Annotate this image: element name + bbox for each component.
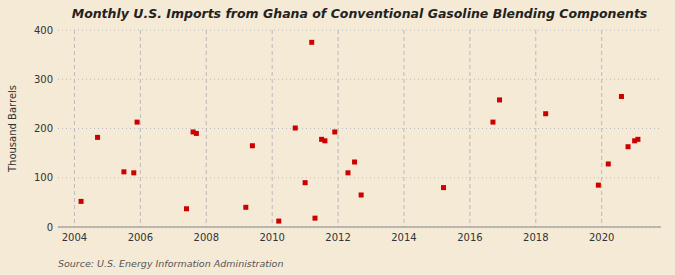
y-tick-label: 400 (34, 25, 53, 36)
data-point (619, 94, 624, 99)
tick-labels: 2004 2006 2008 2010 2012 2014 2016 2018 2020 0 100… (34, 25, 615, 244)
x-grid-line (140, 30, 141, 227)
data-point (497, 97, 502, 102)
y-tick-label: 100 (34, 172, 53, 183)
data-point (184, 206, 189, 211)
y-grid-line (58, 79, 661, 80)
y-tick-label: 0 (47, 222, 53, 233)
points (79, 40, 641, 224)
y-grid-line (58, 128, 661, 129)
data-point (276, 219, 281, 224)
x-tick-label: 2004 (62, 232, 87, 243)
data-point (596, 183, 601, 188)
x-grid-line (338, 30, 339, 227)
x-grid-line (272, 30, 273, 227)
data-point (313, 216, 318, 221)
data-point (293, 126, 298, 131)
chart-title: Monthly U.S. Imports from Ghana of Conve… (72, 6, 648, 21)
data-point (95, 135, 100, 140)
data-point (490, 120, 495, 125)
grid (58, 30, 661, 227)
x-grid-line (535, 30, 536, 227)
data-point (303, 180, 308, 185)
y-grid-line (58, 177, 661, 178)
x-tick-label: 2012 (325, 232, 350, 243)
data-point (359, 192, 364, 197)
data-point (79, 199, 84, 204)
x-grid-line (601, 30, 602, 227)
data-point (543, 111, 548, 116)
chart-container: 2004 2006 2008 2010 2012 2014 2016 2018 2020 0 100… (0, 0, 675, 275)
data-point (131, 170, 136, 175)
data-point (135, 120, 140, 125)
x-axis-line (58, 227, 661, 228)
y-axis-label: Thousand Barrels (7, 85, 18, 173)
data-point (345, 170, 350, 175)
x-grid-line (469, 30, 470, 227)
data-point (322, 138, 327, 143)
data-point (243, 205, 248, 210)
x-grid-line (74, 30, 75, 227)
data-point (121, 169, 126, 174)
data-point (352, 159, 357, 164)
data-point (606, 161, 611, 166)
source-note: Source: U.S. Energy Information Administ… (58, 258, 283, 269)
x-tick-label: 2016 (457, 232, 482, 243)
y-grid-line (58, 30, 661, 31)
x-tick-label: 2020 (589, 232, 614, 243)
x-tick-label: 2006 (128, 232, 153, 243)
data-point (309, 40, 314, 45)
x-tick-label: 2010 (259, 232, 284, 243)
x-tick-label: 2018 (523, 232, 548, 243)
data-point (194, 131, 199, 136)
data-point (250, 143, 255, 148)
x-grid-line (206, 30, 207, 227)
x-tick-label: 2014 (391, 232, 416, 243)
x-tick-label: 2008 (194, 232, 219, 243)
data-point (441, 185, 446, 190)
chart-svg: 2004 2006 2008 2010 2012 2014 2016 2018 2020 0 100… (0, 0, 675, 275)
y-tick-label: 200 (34, 123, 53, 134)
y-tick-label: 300 (34, 74, 53, 85)
y-grid-line (58, 227, 661, 228)
data-point (626, 144, 631, 149)
data-point (635, 137, 640, 142)
data-point (332, 129, 337, 134)
x-grid-line (403, 30, 404, 227)
